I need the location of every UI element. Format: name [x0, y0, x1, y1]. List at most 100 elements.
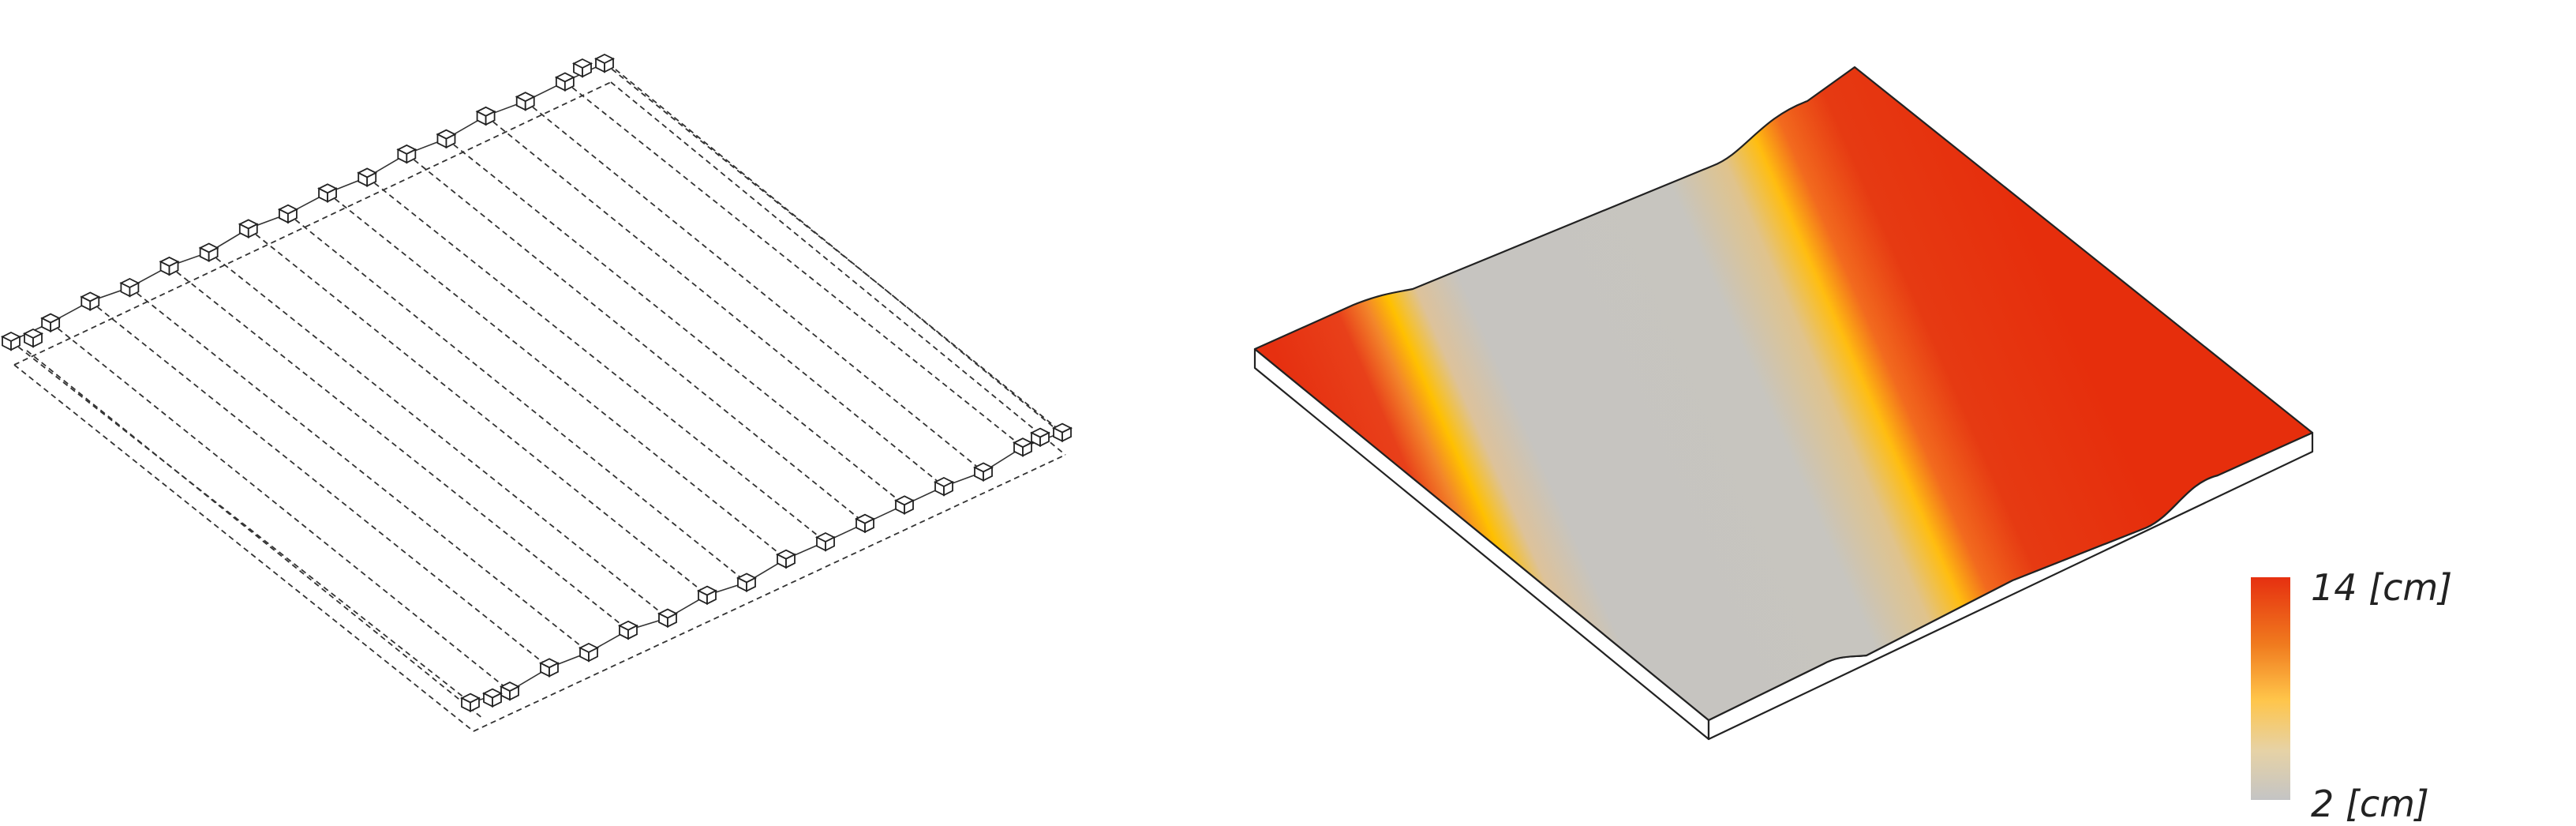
grid-node-cube [198, 242, 219, 262]
grid-node-cube [499, 681, 521, 701]
grid-node-cube [317, 183, 339, 203]
cube-face [943, 481, 953, 497]
grid-line [473, 454, 1066, 732]
cube-face [524, 96, 535, 111]
height-surface [1253, 66, 2314, 741]
grid-node-cube [515, 92, 536, 111]
grid-node-cube [1012, 437, 1034, 457]
grid-line [13, 81, 612, 366]
cube-face [32, 332, 43, 348]
cube-face [208, 246, 219, 262]
grid-node-cube [578, 642, 600, 663]
cube-face [904, 499, 914, 515]
grid-node-cube [696, 585, 718, 606]
grid-node-cube [775, 549, 797, 569]
grid-node-cube [459, 693, 481, 713]
color-legend: 14 [cm] 2 [cm] [2251, 566, 2452, 825]
grid-line [610, 81, 1066, 456]
grid-node-cube [972, 462, 994, 482]
cube-face [366, 171, 377, 187]
grid-node-cube [1029, 427, 1051, 448]
point-grid-diagram [0, 53, 1073, 732]
cube-face [10, 336, 21, 351]
grid-node-cube [814, 531, 837, 552]
grid-line [168, 265, 629, 631]
cube-face [983, 466, 993, 482]
grid-line [129, 287, 590, 653]
cube-face [470, 696, 480, 713]
cube-face [706, 589, 717, 606]
grid-node-cube [357, 167, 378, 187]
grid-node-cube [475, 106, 496, 126]
cube-face [287, 208, 298, 224]
grid-node-cube [554, 72, 575, 92]
surface-top [1253, 66, 2314, 722]
grid-node-cube [481, 688, 504, 708]
grid-node-cube [933, 476, 955, 497]
grid-node-cube [617, 620, 639, 640]
cube-face [50, 317, 61, 332]
grid-line [406, 153, 866, 524]
grid-line [366, 176, 826, 543]
grid-node-cube [854, 513, 876, 534]
cube-face [492, 692, 502, 708]
grid-node-cube [593, 53, 616, 73]
grid-line [525, 100, 984, 473]
grid-node-cube [22, 328, 44, 348]
grid-line [248, 227, 708, 596]
grid-line [89, 300, 550, 669]
grid-line [50, 321, 511, 692]
grid-node-cube [538, 658, 560, 678]
cube-face [327, 187, 337, 203]
cube-face [582, 62, 592, 78]
cube-face [746, 576, 756, 592]
cube-face [604, 58, 614, 73]
grid-node-cube [657, 608, 679, 628]
grid-line [485, 115, 945, 487]
cube-face [588, 647, 598, 663]
cube-face [627, 624, 638, 640]
cube-face [509, 685, 519, 701]
grid-line [208, 251, 668, 619]
grid-line [10, 340, 471, 704]
grid-line [13, 364, 474, 732]
cube-face [129, 282, 140, 298]
grid-line [445, 137, 905, 506]
cube-face [864, 517, 874, 534]
grid-line [26, 350, 484, 719]
cube-face [785, 553, 796, 569]
top-node-chain [10, 62, 605, 342]
cube-face [1039, 431, 1050, 448]
cube-face [1061, 426, 1072, 443]
cube-face [549, 662, 559, 678]
grid-node-cube [736, 573, 758, 592]
cube-face [406, 148, 417, 164]
grid-node-cube [159, 256, 180, 276]
grid-line [615, 69, 1071, 441]
cube-face [1022, 441, 1032, 457]
cube-face [825, 536, 835, 552]
grid-line [287, 213, 747, 584]
grid-line [564, 81, 1024, 448]
legend-min-label: 2 [cm] [2311, 783, 2429, 825]
cube-face [564, 76, 575, 92]
grid-node-cube [396, 144, 417, 164]
grid-line [604, 62, 1063, 434]
grid-node-cube [1051, 422, 1073, 443]
grid-node-cube [436, 129, 457, 149]
cube-face [89, 295, 100, 311]
cube-face [445, 133, 456, 149]
cube-face [667, 612, 677, 628]
grid-node-cube [0, 331, 22, 351]
cube-face [247, 223, 258, 238]
grid-line [327, 192, 787, 560]
grid-node-cube [571, 58, 593, 78]
grid-node-cube [893, 495, 915, 515]
grid-node-cube [277, 204, 298, 224]
grid-node-cube [40, 313, 62, 332]
legend-max-label: 14 [cm] [2311, 566, 2452, 609]
grid-node-cube [238, 219, 259, 238]
grid-node-cube [119, 277, 140, 298]
cube-face [485, 110, 496, 126]
